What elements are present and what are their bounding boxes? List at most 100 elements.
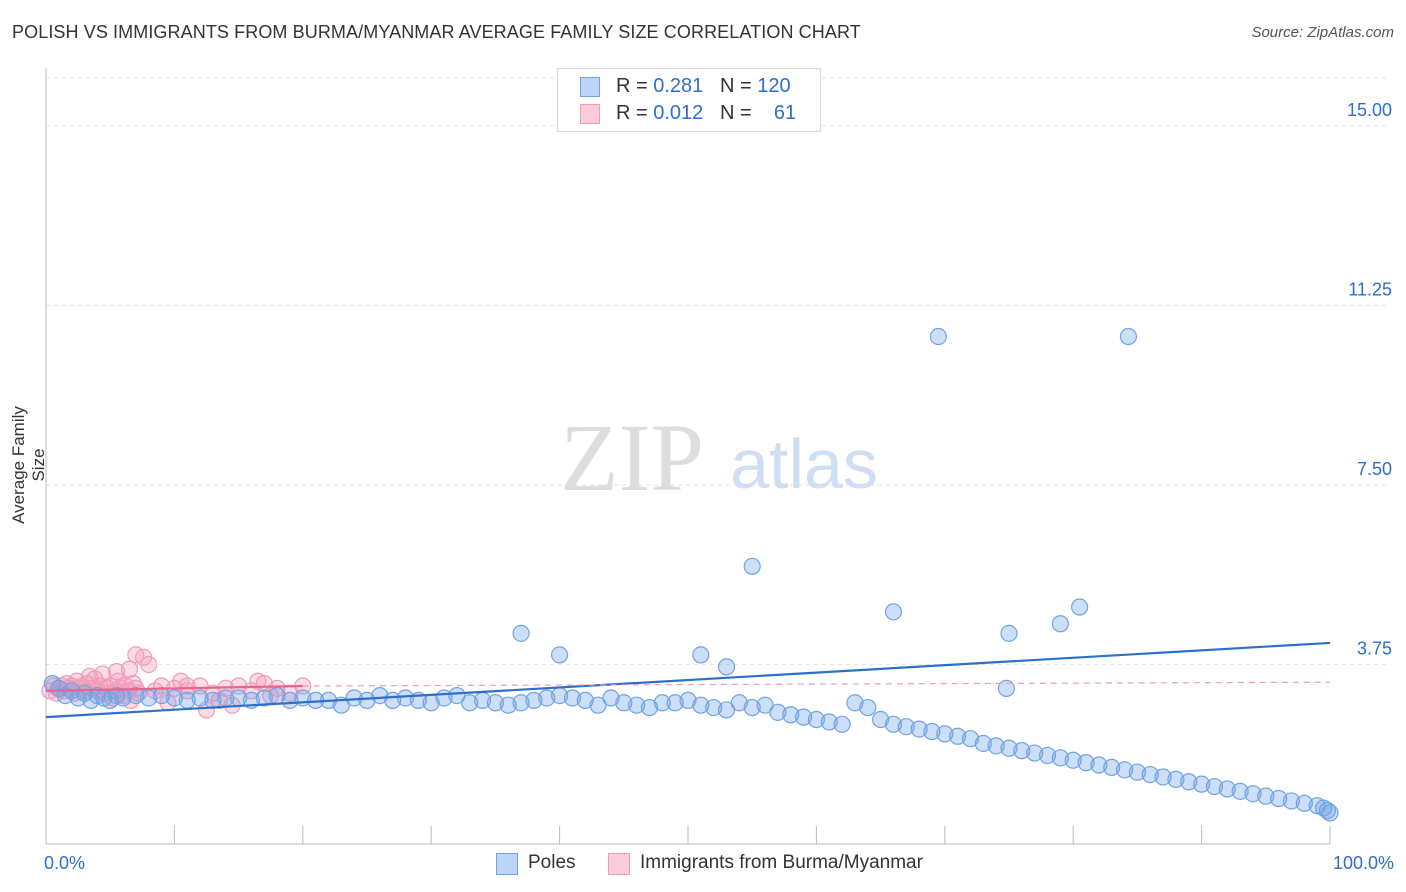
poles-point (666, 694, 684, 712)
stats-legend: R = 0.281 N = 120 R = 0.012 N = 61 (557, 68, 821, 132)
poles-point (653, 694, 671, 712)
poles-point (563, 689, 582, 707)
poles-point (807, 710, 826, 729)
stats-text-burma: R = 0.012 N = 61 (616, 102, 796, 125)
poles-point (743, 698, 761, 717)
poles-point (602, 689, 620, 707)
r-label: R = (616, 102, 648, 124)
poles-point (1231, 782, 1249, 800)
poles-point (897, 718, 915, 736)
burma-point (108, 663, 126, 681)
r-label: R = (616, 75, 648, 97)
poles-point (371, 686, 389, 705)
poles-point (743, 557, 761, 575)
poles-point (730, 694, 748, 712)
poles-point (50, 679, 68, 698)
poles-point (820, 713, 838, 731)
poles-point (640, 698, 659, 717)
poles-legend-swatch (496, 853, 518, 875)
poles-point (859, 698, 877, 717)
poles-point (1244, 785, 1262, 803)
series-poles-points (43, 327, 1339, 822)
poles-point (255, 689, 273, 707)
n-value: 120 (757, 75, 791, 97)
poles-point (538, 689, 556, 707)
poles-point (358, 691, 376, 709)
trend-lines (45, 641, 1331, 719)
poles-point (1051, 749, 1069, 767)
poles-point (717, 658, 736, 676)
poles-point (782, 706, 800, 724)
poles-point (165, 689, 183, 707)
burma-point (249, 672, 267, 690)
source-label: Source: ZipAtlas.com (1251, 24, 1394, 41)
poles-point (550, 646, 569, 664)
poles-point (1103, 758, 1121, 777)
series-burma-points (41, 646, 312, 719)
y-tick-label: 15.00 (1347, 100, 1392, 120)
poles-point (589, 696, 607, 714)
n-value: 61 (773, 102, 797, 124)
poles-point (1167, 770, 1185, 788)
poles-point (929, 327, 947, 346)
poles-point (1051, 615, 1069, 633)
poles-point (486, 694, 504, 712)
poles-point (1064, 751, 1082, 769)
poles-point (884, 603, 903, 621)
poles-trend-line (45, 641, 1331, 719)
poles-point (1013, 742, 1031, 760)
burma-point (140, 655, 158, 674)
poles-point (923, 722, 941, 741)
poles-point (961, 730, 980, 748)
watermark-zip: ZIP (560, 404, 704, 511)
burma-point (178, 677, 196, 695)
poles-point (756, 696, 774, 714)
poles-point (769, 703, 787, 721)
poles-point (1295, 794, 1313, 812)
poles-point (1000, 739, 1018, 757)
poles-point (679, 691, 697, 709)
poles-point (191, 689, 209, 707)
poles-point (615, 694, 633, 712)
poles-point (1119, 327, 1138, 346)
poles-point (997, 679, 1016, 698)
grid-lines (46, 77, 1390, 665)
poles-point (448, 686, 466, 705)
poles-point (461, 694, 479, 712)
poles-point (127, 686, 145, 705)
poles-point (1128, 763, 1147, 781)
x-tick-label: 100.0% (1333, 853, 1394, 873)
poles-point (1192, 775, 1211, 793)
poles-point (884, 715, 903, 733)
n-label: N = (719, 102, 752, 124)
burma-point (152, 677, 171, 695)
poles-point (1090, 756, 1108, 774)
x-tick-label: 0.0% (44, 853, 85, 873)
poles-point (1026, 744, 1044, 762)
legend-label-poles: Poles (528, 852, 576, 873)
burma-point (120, 660, 139, 678)
poles-point (1077, 754, 1095, 772)
poles-point (576, 691, 594, 709)
poles-point (705, 698, 723, 717)
poles-point (1270, 789, 1288, 808)
poles-point (281, 691, 299, 709)
poles-point (692, 696, 710, 714)
poles-point (628, 696, 646, 714)
stats-text-poles: R = 0.281 N = 120 (616, 75, 791, 98)
poles-point (1071, 598, 1089, 616)
r-value: 0.281 (653, 75, 704, 97)
poles-point (1318, 801, 1337, 820)
tick-labels: 3.75 7.50 11.25 15.00 0.0% 100.0% (44, 100, 1394, 873)
series-legend: Poles Immigrants from Burma/Myanmar (0, 850, 1406, 880)
poles-point (1038, 746, 1057, 765)
poles-point (717, 701, 736, 719)
poles-point (1321, 804, 1339, 822)
poles-point (1257, 787, 1275, 805)
poles-point (987, 737, 1005, 755)
y-tick-label: 3.75 (1357, 638, 1392, 658)
poles-point (871, 710, 890, 729)
burma-trend-extension (302, 681, 1331, 687)
poles-point (512, 624, 530, 642)
